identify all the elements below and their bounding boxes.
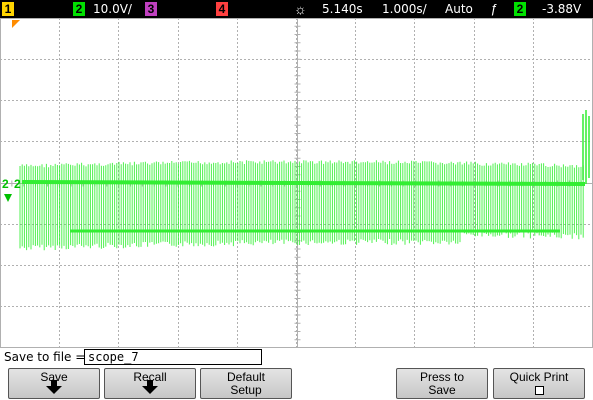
trigger-level: -3.88V <box>542 2 582 16</box>
delay-readout: 5.140s <box>322 2 363 16</box>
press-to-save-softkey[interactable]: Press to Save <box>396 368 488 399</box>
save-softkey[interactable]: Save <box>8 368 100 399</box>
default-setup-line2: Setup <box>230 383 262 397</box>
press-to-save-line1: Press to <box>419 370 464 384</box>
quick-print-softkey[interactable]: Quick Print <box>493 368 585 399</box>
channel-3-indicator[interactable]: 3 <box>145 2 157 16</box>
status-bar: 1 2 10.0V/ 3 4 ☼ 5.140s 1.000s/ Auto ƒ 2… <box>0 0 593 18</box>
softkey-bar: Save Recall Default Setup Press to Save … <box>0 366 593 400</box>
svg-text:2: 2 <box>14 177 21 191</box>
arrow-down-icon <box>142 380 158 394</box>
quick-print-label: Quick Print <box>509 370 569 384</box>
recall-softkey[interactable]: Recall <box>104 368 196 399</box>
arrow-down-icon <box>46 380 62 394</box>
save-to-file-label: Save to file = <box>4 350 86 364</box>
press-to-save-line2: Save <box>428 383 456 397</box>
default-setup-line1: Default <box>226 370 266 384</box>
checkbox-icon <box>494 385 584 398</box>
channel-2-scale: 10.0V/ <box>93 2 132 16</box>
channel-2-indicator[interactable]: 2 <box>73 2 85 16</box>
channel-4-indicator[interactable]: 4 <box>216 2 228 16</box>
recall-softkey-label: Recall <box>133 370 167 384</box>
default-setup-softkey[interactable]: Default Setup <box>200 368 292 399</box>
save-filename-bar: Save to file = scope_7 <box>0 348 593 366</box>
filename-field[interactable]: scope_7 <box>84 349 262 365</box>
timebase-readout: 1.000s/ <box>382 2 427 16</box>
trigger-edge-icon: ƒ <box>490 1 498 16</box>
svg-text:2: 2 <box>2 177 9 191</box>
trigger-source-indicator: 2 <box>514 2 526 16</box>
sun-icon: ☼ <box>294 1 307 17</box>
channel-1-indicator[interactable]: 1 <box>2 2 14 16</box>
trigger-mode: Auto <box>445 2 473 16</box>
save-softkey-label: Save <box>40 370 68 384</box>
